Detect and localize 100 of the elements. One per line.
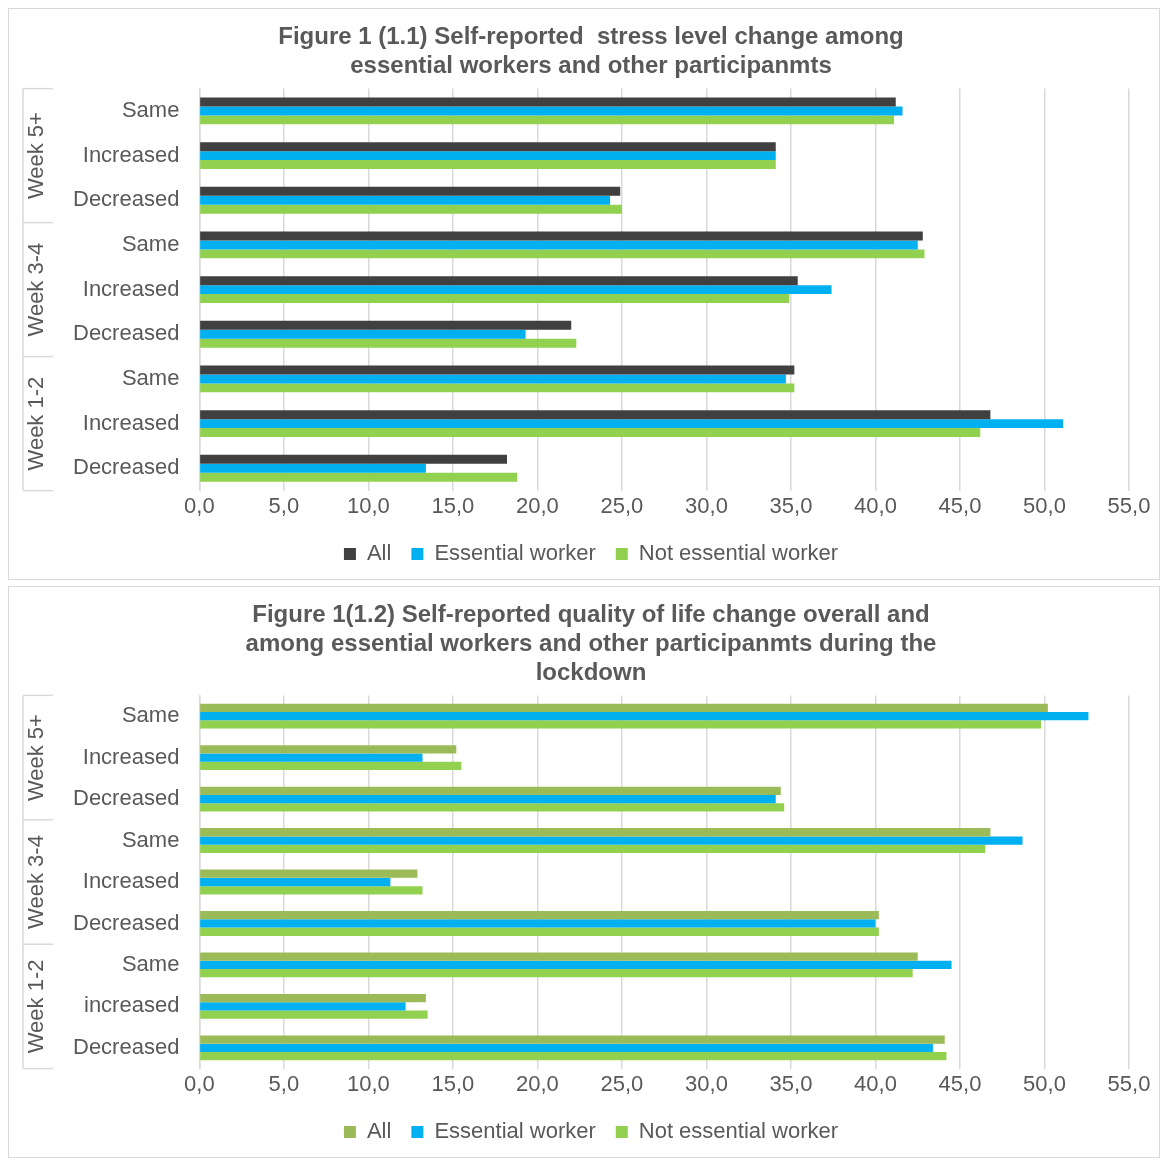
bar [200, 97, 896, 107]
bar [200, 794, 776, 804]
bar [200, 877, 391, 887]
bar [200, 320, 572, 330]
y-tick-label: Decreased [73, 1033, 180, 1059]
bar [200, 294, 790, 303]
y-tick-label: Increased [82, 868, 180, 894]
x-tick-label: 20,0 [516, 1070, 559, 1096]
y-tick-label: Increased [82, 409, 180, 435]
x-tick-label: 25,0 [600, 492, 644, 518]
text: Week 3-4 [23, 835, 49, 929]
x-tick-label: 10,0 [347, 1070, 390, 1096]
bar [200, 204, 622, 214]
bar [200, 151, 776, 161]
bar [200, 454, 508, 464]
bar [200, 803, 785, 812]
bar [200, 952, 918, 961]
bar [200, 410, 991, 420]
legend-label: Not essential worker [638, 1118, 839, 1144]
bar [200, 960, 952, 970]
bar [200, 472, 518, 482]
text: Week 1-2 [23, 376, 49, 471]
legend-label: All [366, 1118, 392, 1144]
x-tick-label: 50,0 [1023, 492, 1066, 518]
chart-title: Figure 1(1.2) Self-reported quality of life change overall and among essential workers and other participanmts during the lockdown [245, 600, 937, 685]
bar [200, 160, 776, 169]
bar [200, 1035, 945, 1044]
bar [200, 374, 786, 384]
y-tick-label: Increased [82, 743, 180, 769]
bar [200, 761, 462, 771]
text: Week 1-2 [23, 959, 49, 1054]
text: Week 3-4 [23, 242, 49, 337]
x-tick-label: 45,0 [938, 1070, 982, 1096]
y-tick-label: Decreased [73, 785, 180, 811]
bar [200, 115, 895, 125]
bar [200, 711, 1089, 721]
bar [200, 186, 621, 196]
y-tick-label: Decreased [73, 909, 180, 935]
bar [200, 1002, 406, 1011]
y-tick-label: Same [121, 231, 180, 256]
legend-label: Not essential worker [638, 540, 839, 566]
y-tick-label: Decreased [73, 320, 180, 346]
x-tick-label: 45,0 [938, 492, 982, 518]
bar [200, 383, 795, 393]
bar [200, 844, 986, 853]
y-tick-label: Same [121, 702, 180, 728]
x-tick-label: 40,0 [854, 492, 897, 518]
y-tick-label: Same [121, 365, 180, 390]
x-tick-label: 30,0 [685, 1070, 728, 1096]
y-tick-label: Increased [82, 141, 180, 167]
text: Week 5+ [23, 112, 49, 200]
bar [200, 993, 426, 1003]
legend-label: Essential worker [434, 540, 596, 566]
bar [200, 142, 776, 152]
bar [200, 911, 879, 920]
bar [200, 276, 798, 286]
bar [200, 329, 526, 339]
x-tick-label: 10,0 [347, 492, 390, 518]
x-tick-label: 55,0 [1107, 1070, 1151, 1096]
bar [200, 1052, 947, 1061]
bar [200, 249, 925, 259]
x-tick-label: 55,0 [1107, 492, 1151, 518]
bar [200, 1010, 428, 1019]
x-tick-label: 20,0 [516, 492, 559, 518]
x-tick-label: 25,0 [600, 1070, 644, 1096]
bar [200, 106, 903, 116]
bar [200, 836, 1023, 845]
y-tick-label: Decreased [73, 454, 180, 480]
y-tick-label: Same [121, 951, 180, 976]
bar [200, 886, 423, 895]
y-tick-label: Increased [82, 275, 180, 301]
x-tick-label: 5,0 [268, 492, 300, 518]
y-tick-label: Same [121, 826, 180, 852]
y-tick-label: increased [84, 992, 180, 1018]
bar [200, 969, 913, 978]
legend-label: Essential worker [434, 1118, 596, 1144]
bar [200, 720, 1042, 729]
bar [200, 338, 577, 348]
bar [200, 869, 418, 878]
y-tick-label: Same [121, 97, 180, 122]
bar [200, 745, 457, 754]
x-tick-label: 30,0 [685, 492, 728, 518]
legend-label: All [366, 540, 392, 566]
bar [200, 463, 426, 473]
bar [200, 927, 879, 936]
bar [200, 365, 795, 375]
x-tick-label: 5,0 [268, 1070, 300, 1096]
bar [200, 703, 1048, 712]
bar [200, 231, 923, 241]
bar [200, 285, 832, 295]
x-tick-label: 15,0 [431, 492, 475, 518]
text: Week 5+ [23, 714, 49, 802]
bar [200, 195, 611, 205]
y-tick-label: Decreased [73, 186, 180, 212]
bar [200, 240, 918, 250]
x-tick-label: 15,0 [431, 1070, 475, 1096]
x-tick-label: 35,0 [769, 492, 813, 518]
x-tick-label: 50,0 [1023, 1070, 1066, 1096]
chart-title: Figure 1 (1.1) Self-reported stress level change among essential workers and other participanmts [278, 22, 904, 78]
bar [200, 786, 781, 795]
